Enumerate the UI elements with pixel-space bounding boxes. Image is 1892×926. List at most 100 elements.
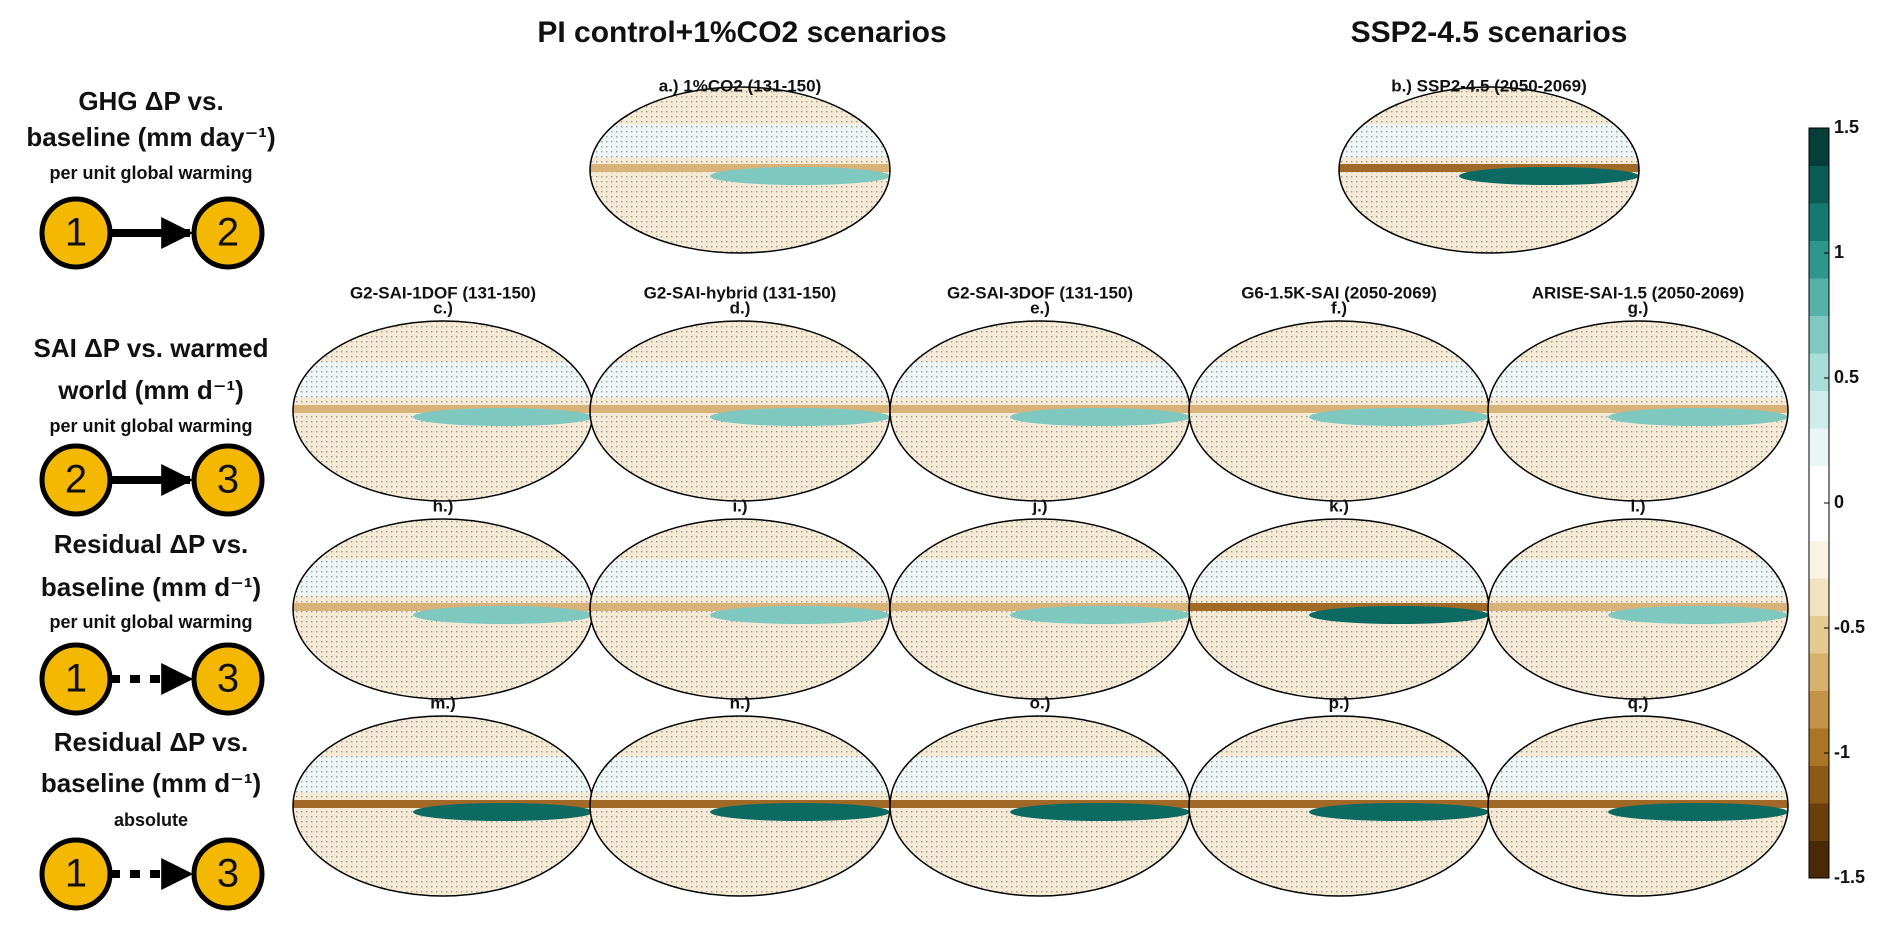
panel-title: h.) <box>433 496 454 515</box>
equator-wet <box>413 606 593 624</box>
panel-title: a.) 1%CO2 (131-150) <box>659 76 822 95</box>
equator-dry <box>293 405 593 413</box>
step-circle <box>191 642 265 716</box>
equator-dry <box>293 603 593 611</box>
colorbar-swatch <box>1809 315 1829 354</box>
step-circle <box>191 196 265 270</box>
column-header: G6-1.5K-SAI (2050-2069) <box>1241 283 1437 302</box>
colorbar-tick-label: -1 <box>1834 742 1850 762</box>
step-circle <box>39 196 113 270</box>
map-panel <box>889 715 1191 897</box>
step-number: 3 <box>217 657 239 701</box>
map-field <box>590 519 890 699</box>
row-label: baseline (mm d⁻¹) <box>41 768 261 798</box>
map-field <box>1339 87 1639 253</box>
map-panel <box>889 320 1191 502</box>
equator-dry <box>1189 800 1489 808</box>
map-panel <box>1188 518 1490 700</box>
map-panel <box>589 715 891 897</box>
colorbar-tick-label: -1.5 <box>1834 867 1865 887</box>
panel-title: j.) <box>1031 496 1047 515</box>
map-panel <box>292 715 594 897</box>
panel-title: e.) <box>1030 298 1050 317</box>
panel-title: d.) <box>730 298 751 317</box>
row-note: absolute <box>114 810 188 830</box>
map-panel <box>589 86 891 254</box>
map-field <box>590 321 890 501</box>
map-field <box>890 716 1190 896</box>
map-field <box>890 519 1190 699</box>
panel-title: p.) <box>1329 693 1350 712</box>
panel-title: k.) <box>1329 496 1349 515</box>
map-panel <box>589 320 891 502</box>
row-label: Residual ΔP vs. <box>54 529 249 559</box>
map-field <box>1488 321 1788 501</box>
panel-title: b.) SSP2-4.5 (2050-2069) <box>1391 76 1587 95</box>
equator-dry <box>293 800 593 808</box>
row-label: GHG ΔP vs. <box>78 86 223 116</box>
equator-dry <box>1488 405 1788 413</box>
colorbar-tick-label: 1 <box>1834 242 1844 262</box>
map-frame <box>1487 320 1789 502</box>
equator-wet <box>1309 803 1489 821</box>
equator-wet <box>1459 167 1639 185</box>
map-panel <box>589 518 891 700</box>
panel-title: g.) <box>1628 298 1649 317</box>
column-header: G2-SAI-hybrid (131-150) <box>644 283 837 302</box>
map-field <box>1189 519 1489 699</box>
colorbar-swatch <box>1809 728 1829 766</box>
map-field <box>293 716 593 896</box>
equator-wet <box>1010 606 1190 624</box>
equator-dry <box>590 164 890 172</box>
row-label: baseline (mm day⁻¹) <box>26 122 275 152</box>
map-panel <box>1487 518 1789 700</box>
equator-dry <box>890 603 1190 611</box>
map-field <box>293 519 593 699</box>
row-note: per unit global warming <box>49 163 252 183</box>
panel-title: q.) <box>1628 693 1649 712</box>
colorbar-swatch <box>1809 203 1829 241</box>
row-note: per unit global warming <box>49 612 252 632</box>
colorbar-swatch <box>1809 353 1829 391</box>
step-number: 1 <box>65 657 87 701</box>
equator-dry <box>890 405 1190 413</box>
map-field <box>1488 716 1788 896</box>
column-header: G2-SAI-3DOF (131-150) <box>947 283 1133 302</box>
map-panel <box>1487 320 1789 502</box>
colorbar-swatch <box>1809 128 1829 166</box>
equator-wet <box>710 606 890 624</box>
map-frame <box>589 86 891 254</box>
map-field <box>1488 519 1788 699</box>
colorbar-swatch <box>1809 165 1829 204</box>
colorbar-swatch <box>1809 615 1829 654</box>
panel-title: i.) <box>732 496 747 515</box>
panel-title: m.) <box>430 693 456 712</box>
panel-title: o.) <box>1030 693 1051 712</box>
equator-wet <box>413 408 593 426</box>
equator-wet <box>1608 606 1788 624</box>
equator-dry <box>890 800 1190 808</box>
colorbar-tick-label: 0.5 <box>1834 367 1859 387</box>
step-number: 2 <box>217 211 239 255</box>
map-panel <box>1487 715 1789 897</box>
row-label: SAI ΔP vs. warmed <box>34 333 269 363</box>
equator-wet <box>1608 803 1788 821</box>
colorbar-swatch <box>1809 465 1829 504</box>
step-circle <box>39 837 113 911</box>
map-frame <box>1487 715 1789 897</box>
colorbar-swatch <box>1809 540 1829 579</box>
equator-dry <box>590 800 890 808</box>
step-circle <box>191 837 265 911</box>
colorbar-swatch <box>1809 390 1829 429</box>
map-panel <box>1188 715 1490 897</box>
section-header: PI control+1%CO2 scenarios <box>537 16 946 49</box>
row-label: Residual ΔP vs. <box>54 727 249 757</box>
equator-wet <box>1010 408 1190 426</box>
row-label: baseline (mm d⁻¹) <box>41 572 261 602</box>
step-circle <box>191 443 265 517</box>
colorbar-swatch <box>1809 803 1829 841</box>
equator-dry <box>1339 164 1639 172</box>
column-header: G2-SAI-1DOF (131-150) <box>350 283 536 302</box>
row-note: per unit global warming <box>49 416 252 436</box>
map-panel <box>1188 320 1490 502</box>
